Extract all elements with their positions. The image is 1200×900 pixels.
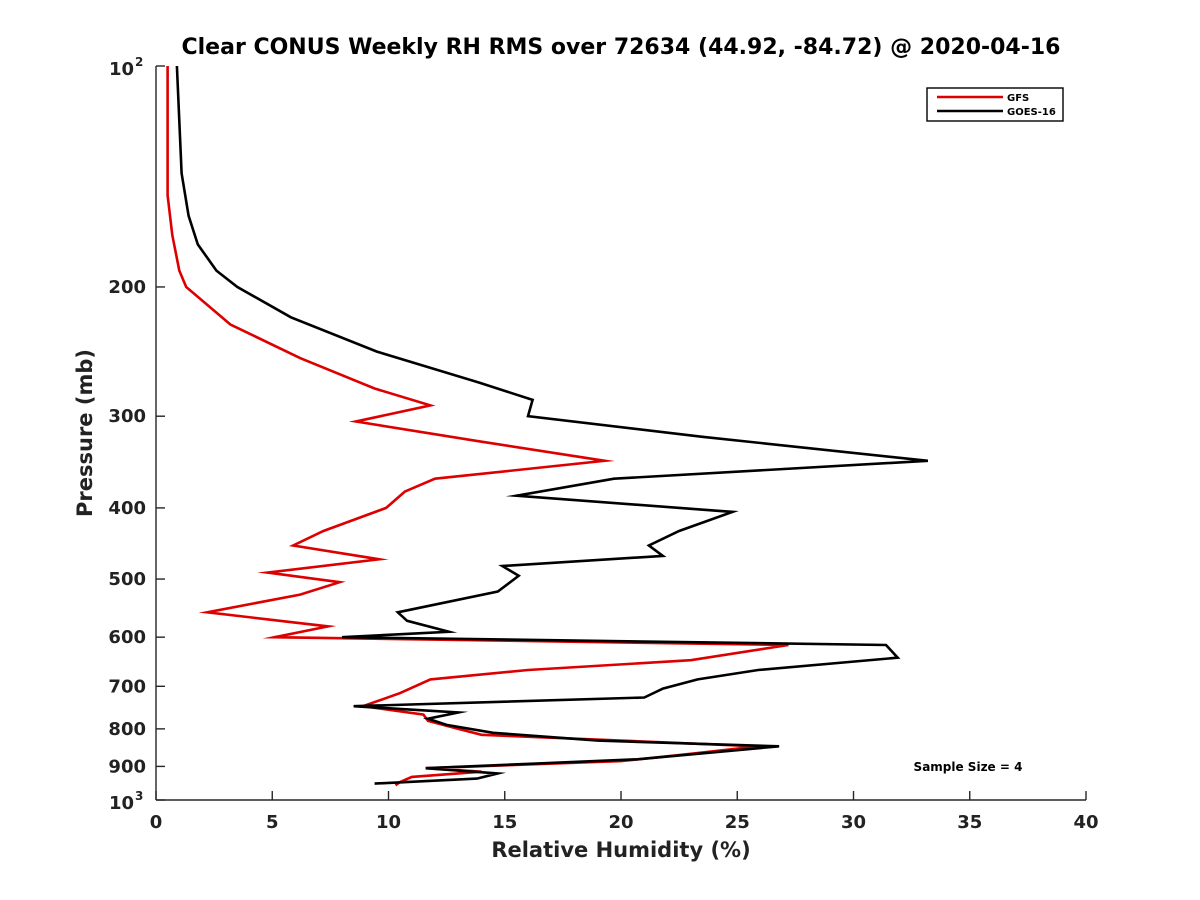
y-tick-label-base: 10 (109, 59, 134, 80)
plot-area (166, 65, 929, 787)
y-tick-label-exponent: 3 (135, 789, 143, 803)
x-tick-label: 10 (376, 812, 401, 833)
y-tick-label: 900 (108, 756, 146, 777)
y-tick-label: 500 (108, 569, 146, 590)
x-tick-label: 40 (1073, 812, 1098, 833)
series-line-gfs (166, 66, 789, 787)
y-tick-label-power: 10 3 (109, 789, 143, 814)
legend-label-gfs: GFS (1007, 93, 1029, 104)
series-line-goes-16 (175, 65, 929, 785)
sample-size-annotation: Sample Size = 4 (914, 760, 1023, 774)
x-tick-label: 5 (266, 812, 279, 833)
y-tick-label: 400 (108, 498, 146, 519)
y-tick-label: 800 (108, 719, 146, 740)
x-tick-label: 0 (150, 812, 163, 833)
y-tick-label: 600 (108, 627, 146, 648)
x-tick-label: 30 (841, 812, 866, 833)
y-tick-label: 200 (108, 277, 146, 298)
x-tick-label: 35 (957, 812, 982, 833)
x-tick-label: 15 (492, 812, 517, 833)
chart-title: Clear CONUS Weekly RH RMS over 72634 (44… (182, 35, 1061, 60)
legend-label-goes-16: GOES-16 (1007, 107, 1056, 118)
y-tick-label-base: 10 (109, 793, 134, 814)
x-tick-label: 25 (725, 812, 750, 833)
x-axis-label: Relative Humidity (%) (491, 838, 750, 862)
x-tick-label: 20 (608, 812, 633, 833)
x-axis: 0 5 10 15 20 25 30 35 40 (150, 791, 1099, 833)
y-tick-label: 300 (108, 406, 146, 427)
y-tick-label: 700 (108, 676, 146, 697)
legend: GFS GOES-16 (926, 87, 1064, 122)
y-tick-label-power: 10 2 (109, 55, 143, 80)
y-tick-label-exponent: 2 (135, 55, 143, 69)
y-axis-label: Pressure (mb) (73, 349, 97, 517)
legend-box (926, 87, 1064, 122)
